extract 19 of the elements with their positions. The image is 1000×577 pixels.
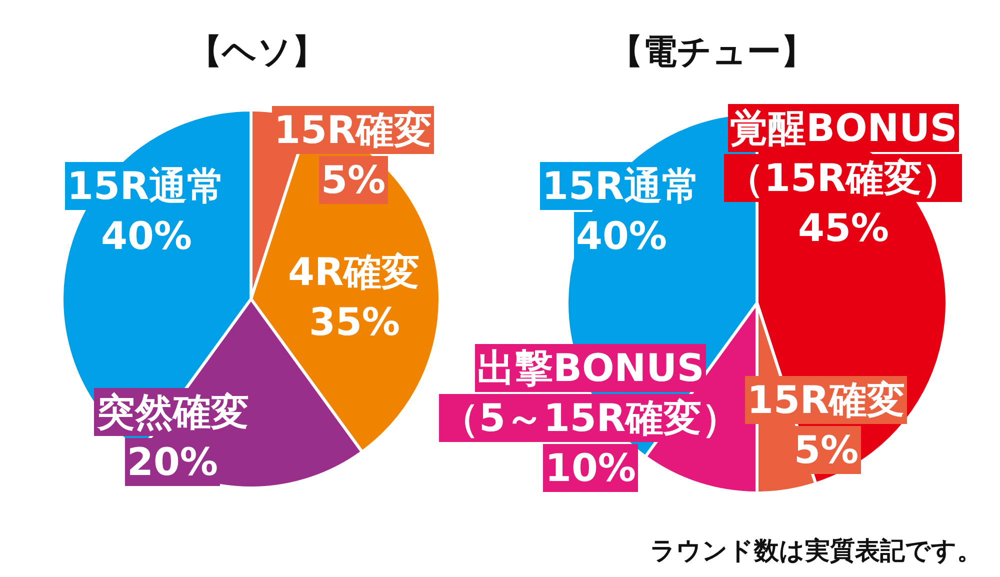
data-label: 5%	[321, 158, 386, 202]
chart-title: 【電チュー】	[609, 32, 815, 72]
slice-label: 突然確変	[96, 390, 249, 434]
slice-label: 15R通常	[542, 164, 700, 208]
slice-label: 覚醒BONUS （15R確変）	[726, 106, 960, 200]
slice-label: 15R通常	[67, 164, 226, 208]
data-label: 10%	[545, 446, 636, 490]
data-label: 5%	[794, 428, 859, 472]
slice-label: 出撃BONUS （5～15R確変）	[441, 346, 740, 440]
text: ラウンド数は実質表記です。	[650, 536, 982, 565]
data-label: 45%	[798, 206, 889, 250]
data-label: 35%	[309, 300, 400, 344]
data-label: 40%	[101, 214, 192, 258]
data-label: 20%	[127, 440, 218, 484]
data-label: 40%	[576, 214, 667, 258]
slice-label: 15R確変	[747, 378, 906, 422]
slice-label: 15R確変	[274, 108, 432, 152]
slice-label: 4R確変	[288, 250, 420, 294]
chart-title: 【ヘソ】	[188, 32, 326, 72]
